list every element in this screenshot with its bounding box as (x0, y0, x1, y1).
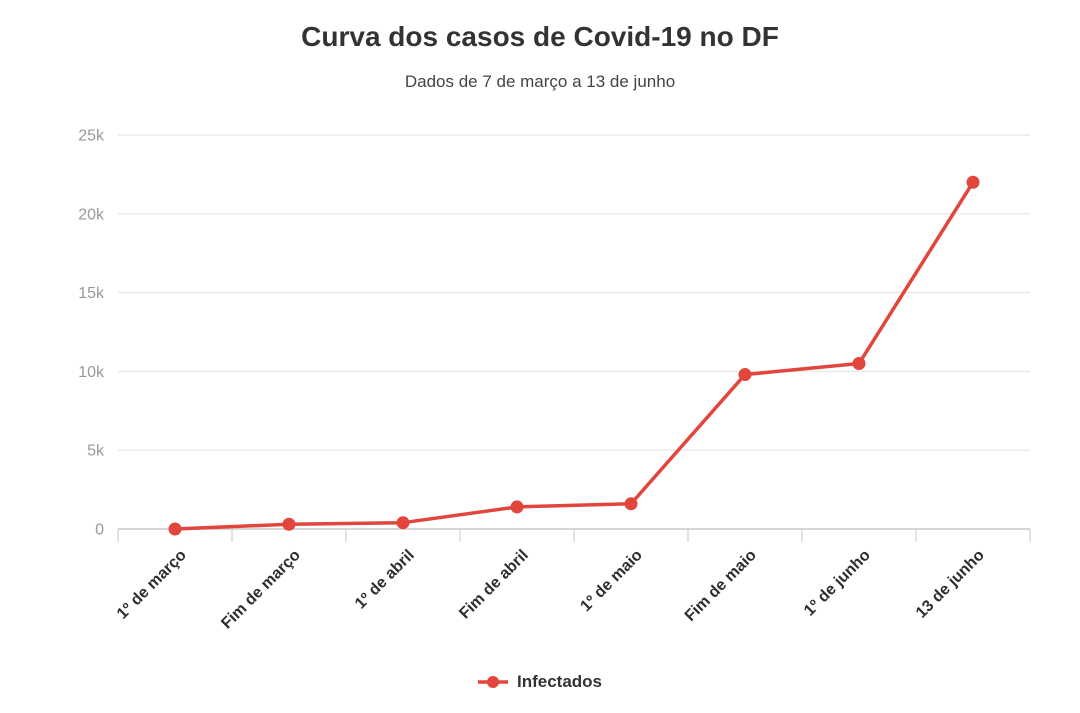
x-axis-category-label: 13 de junho (913, 547, 988, 622)
chart-subtitle: Dados de 7 de março a 13 de junho (404, 72, 676, 91)
y-axis-tick-label: 25k (78, 128, 105, 145)
data-point-marker[interactable] (624, 497, 638, 511)
x-axis-category-label: 1º de maio (577, 547, 646, 616)
x-axis-category-label: Fim de abril (456, 547, 532, 623)
data-point-marker[interactable] (168, 522, 182, 536)
legend: Infectados (0, 672, 1080, 692)
x-axis-category-label: 1º de abril (352, 547, 418, 613)
data-point-marker[interactable] (396, 516, 410, 530)
data-point-marker[interactable] (282, 517, 296, 531)
y-axis-tick-label: 20k (78, 206, 105, 223)
chart-title: Curva dos casos de Covid-19 no DF (301, 21, 779, 52)
data-point-marker[interactable] (738, 368, 752, 382)
data-point-marker[interactable] (510, 500, 524, 514)
legend-item-infectados[interactable]: Infectados (477, 672, 603, 692)
x-axis-category-label: Fim de março (218, 547, 304, 633)
infectados-line (173, 180, 975, 531)
x-axis-category-label: 1º de março (114, 547, 190, 623)
data-point-marker[interactable] (852, 357, 866, 371)
y-axis-tick-label: 10k (78, 364, 105, 381)
x-axis-category-label: Fim de maio (682, 547, 760, 625)
legend-label: Infectados (516, 672, 603, 691)
x-axis-category-label: 1º de junho (801, 547, 874, 620)
data-point-marker[interactable] (966, 175, 980, 189)
line-marker-icon (477, 676, 508, 688)
y-axis-tick-label: 15k (78, 285, 105, 302)
y-axis-tick-label: 5k (87, 443, 105, 460)
y-axis-tick-label: 0 (95, 522, 104, 539)
